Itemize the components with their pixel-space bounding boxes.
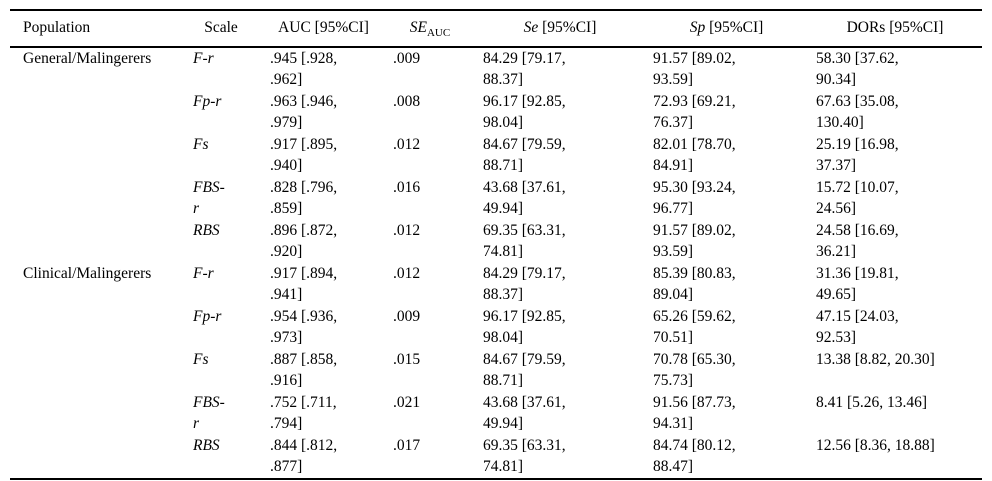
- table-row: FBS- r .828 [.796, .859] .016 43.68 [37.…: [10, 177, 982, 220]
- table-row: RBS .844 [.812, .877] .017 69.35 [63.31,…: [10, 435, 982, 479]
- col-header-auc: AUC [95%CI]: [262, 10, 385, 48]
- cell-sp: 91.57 [89.02, 93.59]: [653, 50, 736, 88]
- cell-se-auc: .016: [393, 179, 421, 196]
- cell-se: 84.67 [79.59, 88.71]: [483, 136, 566, 174]
- cell-se: 69.35 [63.31, 74.81]: [483, 437, 566, 475]
- col-header-sp: Sp [95%CI]: [645, 10, 808, 48]
- cell-auc: .954 [.936, .973]: [270, 308, 338, 346]
- results-table: Population Scale AUC [95%CI] SEAUC Se [9…: [10, 9, 982, 480]
- cell-se-auc: .021: [393, 394, 421, 411]
- cell-scale: Fp-r: [193, 308, 222, 325]
- cell-auc: .945 [.928, .962]: [270, 50, 338, 88]
- cell-se: 84.67 [79.59, 88.71]: [483, 351, 566, 389]
- table-header-row: Population Scale AUC [95%CI] SEAUC Se [9…: [10, 10, 982, 48]
- cell-population: Clinical/Malingerers: [23, 265, 152, 282]
- cell-sp: 65.26 [59.62, 70.51]: [653, 308, 736, 346]
- cell-auc: .887 [.858, .916]: [270, 351, 338, 389]
- cell-dors: 13.38 [8.82, 20.30]: [816, 351, 935, 368]
- cell-se-auc: .012: [393, 136, 421, 153]
- cell-se: 43.68 [37.61, 49.94]: [483, 179, 566, 217]
- cell-se: 84.29 [79.17, 88.37]: [483, 265, 566, 303]
- table-row: Fs .887 [.858, .916] .015 84.67 [79.59, …: [10, 349, 982, 392]
- cell-se-auc: .008: [393, 93, 421, 110]
- cell-scale: F-r: [193, 265, 214, 282]
- sp-ci-label: [95%CI]: [705, 19, 764, 36]
- cell-sp: 85.39 [80.83, 89.04]: [653, 265, 736, 303]
- cell-auc: .828 [.796, .859]: [270, 179, 338, 217]
- table-row: Fp-r .963 [.946, .979] .008 96.17 [92.85…: [10, 91, 982, 134]
- cell-auc: .896 [.872, .920]: [270, 222, 338, 260]
- cell-sp: 91.56 [87.73, 94.31]: [653, 394, 736, 432]
- col-header-se: Se [95%CI]: [475, 10, 645, 48]
- cell-sp: 95.30 [93.24, 96.77]: [653, 179, 736, 217]
- cell-auc: .844 [.812, .877]: [270, 437, 338, 475]
- cell-auc: .752 [.711, .794]: [270, 394, 337, 432]
- table-row: FBS- r .752 [.711, .794] .021 43.68 [37.…: [10, 392, 982, 435]
- cell-scale: RBS: [193, 222, 220, 239]
- table-row: Clinical/Malingerers F-r .917 [.894, .94…: [10, 263, 982, 306]
- cell-dors: 8.41 [5.26, 13.46]: [816, 394, 928, 411]
- se-auc-label: SE: [409, 19, 427, 36]
- cell-se: 43.68 [37.61, 49.94]: [483, 394, 566, 432]
- col-header-se-auc: SEAUC: [385, 10, 475, 48]
- sp-label: Sp: [689, 19, 706, 36]
- cell-auc: .963 [.946, .979]: [270, 93, 338, 131]
- cell-sp: 82.01 [78.70, 84.91]: [653, 136, 736, 174]
- cell-sp: 72.93 [69.21, 76.37]: [653, 93, 736, 131]
- table-row: Fp-r .954 [.936, .973] .009 96.17 [92.85…: [10, 306, 982, 349]
- cell-population: General/Malingerers: [23, 50, 152, 67]
- cell-scale: RBS: [193, 437, 220, 454]
- cell-scale: Fs: [193, 351, 209, 368]
- cell-sp: 84.74 [80.12, 88.47]: [653, 437, 736, 475]
- col-header-dors: DORs [95%CI]: [808, 10, 982, 48]
- cell-se-auc: .012: [393, 265, 421, 282]
- cell-sp: 91.57 [89.02, 93.59]: [653, 222, 736, 260]
- cell-dors: 31.36 [19.81, 49.65]: [816, 265, 899, 303]
- cell-se: 96.17 [92.85, 98.04]: [483, 308, 566, 346]
- cell-dors: 67.63 [35.08, 130.40]: [816, 93, 899, 131]
- cell-sp: 70.78 [65.30, 75.73]: [653, 351, 736, 389]
- cell-scale: Fs: [193, 136, 209, 153]
- col-header-population: Population: [10, 10, 180, 48]
- se-auc-subscript: AUC: [426, 27, 451, 40]
- cell-dors: 15.72 [10.07, 24.56]: [816, 179, 899, 217]
- table-row: General/Malingerers F-r .945 [.928, .962…: [10, 47, 982, 91]
- cell-se: 69.35 [63.31, 74.81]: [483, 222, 566, 260]
- cell-scale: Fp-r: [193, 93, 222, 110]
- cell-dors: 58.30 [37.62, 90.34]: [816, 50, 899, 88]
- cell-scale: FBS- r: [193, 394, 225, 432]
- table-row: Fs .917 [.895, .940] .012 84.67 [79.59, …: [10, 134, 982, 177]
- cell-scale: FBS- r: [193, 179, 225, 217]
- cell-se-auc: .012: [393, 222, 421, 239]
- cell-se: 96.17 [92.85, 98.04]: [483, 93, 566, 131]
- cell-se-auc: .017: [393, 437, 421, 454]
- cell-se-auc: .009: [393, 50, 421, 67]
- cell-se-auc: .015: [393, 351, 421, 368]
- cell-dors: 12.56 [8.36, 18.88]: [816, 437, 935, 454]
- cell-se-auc: .009: [393, 308, 421, 325]
- cell-auc: .917 [.894, .941]: [270, 265, 338, 303]
- cell-scale: F-r: [193, 50, 214, 67]
- table-row: RBS .896 [.872, .920] .012 69.35 [63.31,…: [10, 220, 982, 263]
- cell-auc: .917 [.895, .940]: [270, 136, 338, 174]
- cell-dors: 47.15 [24.03, 92.53]: [816, 308, 899, 346]
- se-ci-label: [95%CI]: [538, 19, 597, 36]
- cell-dors: 25.19 [16.98, 37.37]: [816, 136, 899, 174]
- se-label: Se: [523, 19, 539, 36]
- col-header-scale: Scale: [180, 10, 262, 48]
- cell-se: 84.29 [79.17, 88.37]: [483, 50, 566, 88]
- cell-dors: 24.58 [16.69, 36.21]: [816, 222, 899, 260]
